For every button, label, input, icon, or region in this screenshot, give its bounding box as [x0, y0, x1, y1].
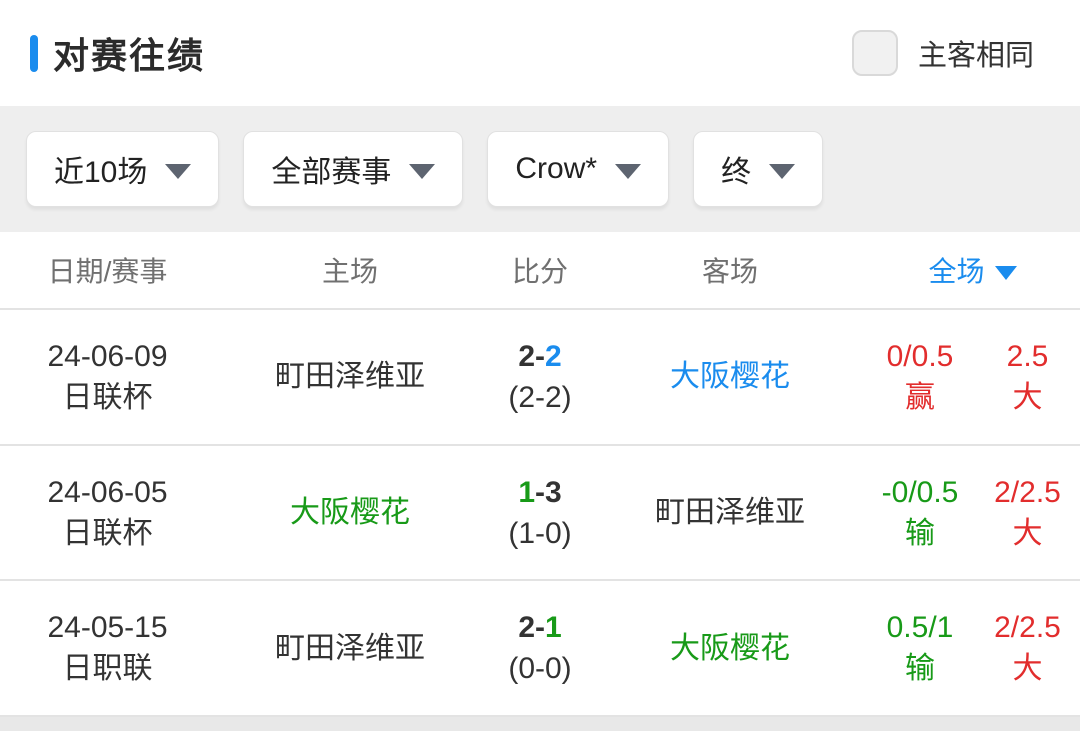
over-under-pick: 2.5 大	[975, 336, 1080, 418]
match-row[interactable]: 24-05-15 日职联 町田泽维亚 2-1 (0-0) 大阪樱花 0.5/1 …	[0, 581, 1080, 718]
over-under-result: 大	[1012, 380, 1043, 414]
section-divider	[0, 717, 1080, 731]
competition-name: 日联杯	[62, 516, 153, 550]
match-row[interactable]: 24-06-05 日联杯 大阪樱花 1-3 (1-0) 町田泽维亚 -0/0.5…	[0, 446, 1080, 582]
same-home-away-label: 主客相同	[917, 40, 1034, 72]
over-under-result: 大	[1012, 516, 1043, 550]
competition-name: 日职联	[62, 652, 153, 686]
score-cell: 2-1 (0-0)	[485, 607, 595, 689]
over-under-line: 2/2.5	[994, 611, 1061, 645]
match-list: 24-06-09 日联杯 町田泽维亚 2-2 (2-2) 大阪樱花 0/0.5 …	[0, 310, 1080, 718]
away-goals: 3	[545, 475, 562, 509]
date-cell: 24-06-05 日联杯	[0, 472, 215, 554]
fulltime-score: 1-3	[518, 472, 561, 513]
score-cell: 1-3 (1-0)	[485, 472, 595, 554]
away-team: 大阪樱花	[670, 631, 790, 665]
filter-recent-games-label: 近10场	[54, 156, 148, 189]
table-header-row: 日期/赛事 主场 比分 客场 全场	[0, 232, 1080, 310]
match-date: 24-06-09	[47, 339, 168, 373]
filter-recent-games-dropdown[interactable]: 近10场	[26, 131, 220, 207]
column-header-home: 主场	[321, 256, 378, 287]
home-team: 大阪樱花	[290, 496, 410, 529]
column-header-fulltime-sort[interactable]: 全场	[865, 250, 1080, 290]
competition-name: 日联杯	[62, 380, 153, 414]
fulltime-score: 2-2	[518, 336, 561, 377]
halftime-score: (2-2)	[508, 380, 572, 414]
halftime-score: (0-0)	[508, 652, 572, 686]
handicap-line: 0.5/1	[886, 611, 954, 645]
title-wrap: 对赛往绩	[30, 27, 205, 79]
home-team: 町田泽维亚	[275, 631, 425, 665]
column-header-date: 日期/赛事	[47, 256, 168, 287]
chevron-down-icon	[769, 163, 796, 179]
home-team: 町田泽维亚	[275, 360, 425, 394]
home-goals: 2	[518, 339, 535, 373]
title-accent-bar	[30, 34, 38, 72]
page-title: 对赛往绩	[53, 35, 206, 76]
away-goals: 2	[545, 339, 562, 373]
date-cell: 24-06-09 日联杯	[0, 336, 215, 418]
filter-bar: 近10场 全部赛事 Crow* 终	[0, 106, 1080, 232]
filter-competition-dropdown[interactable]: 全部赛事	[243, 131, 464, 207]
title-bar: 对赛往绩 主客相同	[0, 0, 1080, 106]
handicap-pick: 0.5/1 输	[865, 607, 975, 689]
filter-competition-label: 全部赛事	[271, 156, 392, 189]
score-separator: -	[535, 475, 545, 509]
away-goals: 1	[545, 611, 562, 645]
over-under-pick: 2/2.5 大	[975, 472, 1080, 554]
date-cell: 24-05-15 日职联	[0, 607, 215, 689]
handicap-result: 赢	[905, 380, 935, 414]
sort-desc-icon	[994, 265, 1017, 280]
fulltime-score: 2-1	[518, 607, 561, 648]
handicap-pick: -0/0.5 输	[865, 472, 975, 554]
handicap-result: 输	[905, 516, 935, 550]
chevron-down-icon	[615, 163, 642, 179]
over-under-line: 2.5	[1006, 339, 1049, 373]
handicap-result: 输	[905, 652, 935, 686]
handicap-line: 0/0.5	[886, 339, 954, 373]
over-under-pick: 2/2.5 大	[975, 607, 1080, 689]
over-under-result: 大	[1012, 652, 1043, 686]
column-header-score: 比分	[511, 256, 568, 287]
away-team: 大阪樱花	[670, 360, 790, 394]
same-home-away-checkbox[interactable]	[851, 30, 898, 76]
match-date: 24-06-05	[47, 475, 168, 509]
over-under-line: 2/2.5	[994, 475, 1061, 509]
handicap-line: -0/0.5	[881, 475, 959, 509]
match-date: 24-05-15	[47, 611, 168, 645]
match-row[interactable]: 24-06-09 日联杯 町田泽维亚 2-2 (2-2) 大阪樱花 0/0.5 …	[0, 310, 1080, 446]
handicap-pick: 0/0.5 赢	[865, 336, 975, 418]
score-separator: -	[535, 339, 545, 373]
chevron-down-icon	[409, 163, 436, 179]
filter-bookmaker-dropdown[interactable]: Crow*	[487, 131, 670, 207]
column-header-fulltime-label: 全场	[928, 256, 985, 287]
filter-bookmaker-label: Crow*	[515, 152, 598, 185]
away-team: 町田泽维亚	[655, 496, 805, 529]
same-home-away-toggle[interactable]: 主客相同	[851, 30, 1034, 76]
score-cell: 2-2 (2-2)	[485, 336, 595, 418]
filter-status-dropdown[interactable]: 终	[693, 131, 824, 207]
score-separator: -	[535, 611, 545, 645]
chevron-down-icon	[165, 163, 192, 179]
halftime-score: (1-0)	[508, 516, 572, 550]
home-goals: 2	[518, 611, 535, 645]
column-header-away: 客场	[701, 256, 758, 287]
home-goals: 1	[518, 475, 535, 509]
filter-status-label: 终	[721, 156, 752, 189]
